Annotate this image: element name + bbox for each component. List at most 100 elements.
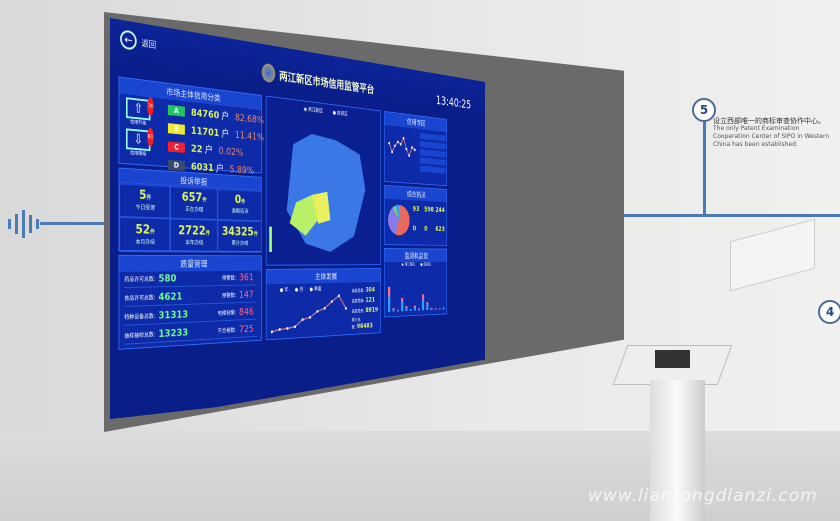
map-region[interactable] — [286, 131, 365, 253]
enforcement-value: 0 — [424, 225, 428, 233]
grade-pct: 11.41% — [234, 128, 264, 143]
quality-warn-label: 不合格数: — [217, 327, 237, 335]
enforcement-value: 598 — [424, 206, 434, 214]
kiosk-post — [650, 380, 705, 521]
monitor-legend-1[interactable]: ◉ 两江新区 — [401, 262, 416, 268]
complaint-label: 逾期投诉 — [231, 208, 249, 215]
data-point — [405, 147, 408, 151]
grade-count: 22 — [190, 142, 203, 155]
bar — [401, 297, 404, 302]
quality-warn-value: 361 — [239, 271, 254, 284]
quality-label: 食品许可总数: — [124, 294, 156, 303]
complaint-stat[interactable]: 0件 逾期投诉 — [217, 187, 262, 222]
grade-badge: D — [167, 159, 185, 171]
development-panel: 主体发展 ● 年 ● 月 ● 季度 高危隐患:304 高危隐患:121 高危隐患:8… — [265, 268, 381, 341]
complaint-unit: 件 — [146, 194, 152, 202]
wall-line — [40, 222, 110, 225]
bar — [417, 308, 421, 310]
bar — [422, 299, 425, 311]
quality-value: 580 — [158, 272, 177, 285]
development-title: 主体发展 — [266, 268, 381, 285]
data-point — [270, 330, 273, 334]
monitor-legend-2[interactable]: ● 自贸区 — [420, 262, 432, 268]
upgrade-badge: 76 — [146, 96, 154, 117]
development-line-chart — [268, 290, 350, 340]
bar — [392, 309, 395, 312]
data-point — [388, 141, 391, 145]
wall-caption-en: The only Patent Examination Cooperation … — [713, 125, 830, 148]
quality-warn-label: 预警数: — [221, 292, 237, 300]
complaint-label: 今日受理 — [135, 204, 155, 212]
data-point — [414, 148, 416, 152]
enforcement-pie — [388, 204, 410, 236]
quality-warn-value: 725 — [239, 323, 254, 336]
quality-label: 药品许可总数: — [124, 276, 156, 284]
watermark: www.lianrongdianzi.com — [588, 486, 818, 506]
complaint-stat[interactable]: 52件本月办结 — [119, 216, 171, 253]
special-line-chart — [386, 127, 418, 180]
downgrade-icon[interactable]: ⇩ 63 — [125, 127, 154, 152]
complaint-stat[interactable]: 5件今日受理 — [119, 181, 171, 219]
stat-value: 121 — [365, 296, 375, 304]
enforcement-value: 93 — [412, 205, 420, 214]
data-point — [301, 318, 304, 322]
bar — [430, 308, 433, 310]
bar — [422, 294, 425, 300]
special-list — [420, 132, 446, 174]
back-arrow-icon: ← — [120, 29, 137, 51]
grade-count: 11701 — [190, 124, 220, 139]
timeline-marker-4: 4 — [818, 300, 840, 324]
stat-value: 304 — [365, 286, 375, 294]
district-map[interactable] — [267, 108, 382, 261]
grade-pct: 0.02% — [218, 144, 244, 158]
complaint-value: 5 — [139, 188, 147, 203]
wall-caption-cn: 设立西部唯一的商标审查协作中心。 — [713, 117, 825, 125]
bar — [388, 286, 391, 297]
bar — [413, 307, 416, 311]
bar — [417, 309, 421, 311]
enforcement-value: 244 — [435, 206, 445, 215]
quality-value: 4621 — [158, 290, 183, 303]
grade-pct: 82.68% — [234, 111, 264, 126]
upgrade-icon[interactable]: ⇧ 76 — [125, 96, 154, 121]
stat-label: 高危隐患: — [351, 308, 365, 315]
bar — [413, 305, 416, 308]
grade-badge: A — [167, 104, 185, 117]
bar — [405, 307, 408, 312]
quality-label: 抽样抽检总数: — [124, 331, 156, 340]
stat-value: 96483 — [356, 321, 373, 330]
stat-label: 高危隐患: — [351, 288, 365, 294]
enforcement-value: 623 — [435, 225, 445, 234]
series-line — [389, 137, 415, 157]
clock: 13:40:25 — [435, 92, 472, 112]
map-legend-bar — [269, 226, 272, 253]
grade-pct: 5.89% — [229, 162, 254, 176]
back-button[interactable]: ← 返回 — [120, 29, 156, 53]
page-title: 两江新区市场信用监管平台 — [279, 69, 375, 97]
data-point — [286, 327, 289, 330]
grade-count: 6031 — [190, 160, 214, 174]
data-point — [316, 310, 319, 313]
development-stat: 累计总数:96483 — [352, 316, 381, 330]
bar — [434, 308, 437, 310]
complaint-value: 2722 — [178, 224, 206, 239]
floor — [0, 431, 840, 521]
complaint-unit: 件 — [241, 198, 246, 206]
quality-value: 13233 — [158, 326, 189, 340]
complaint-unit: 件 — [150, 228, 155, 236]
quality-label: 特种设备总数: — [124, 313, 156, 322]
bar — [442, 308, 445, 310]
stat-value: 8919 — [365, 306, 379, 314]
complaint-label: 本月办结 — [135, 238, 155, 246]
bar — [392, 308, 395, 310]
complaint-value: 52 — [135, 223, 151, 238]
special-panel: 信用专区 — [384, 110, 447, 187]
complaint-stat[interactable]: 34325件 累计办结 — [217, 219, 262, 253]
complaint-stat[interactable]: 657件 正在办理 — [170, 184, 218, 220]
complaint-stat[interactable]: 2722件 本年办结 — [170, 218, 218, 253]
bar — [426, 302, 429, 305]
complaint-unit: 件 — [205, 230, 211, 237]
downgrade-badge: 63 — [146, 127, 154, 147]
quality-row: 药品许可总数: 580 预警数: 361 — [124, 269, 258, 288]
bar — [426, 304, 429, 311]
